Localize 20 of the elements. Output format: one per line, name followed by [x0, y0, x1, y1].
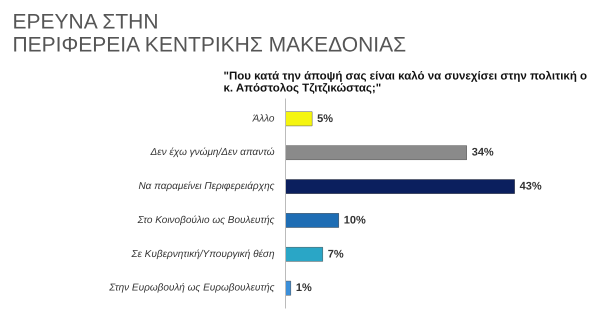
- bar: [286, 145, 467, 160]
- y-tick-label: Δεν έχω γνώμη/Δεν απαντώ: [150, 147, 275, 158]
- bar: [286, 179, 515, 194]
- data-label: 43%: [520, 180, 542, 193]
- bar: [286, 111, 312, 126]
- chart-subtitle: "Που κατά την άποψή σας είναι καλό να συνεχίσει στην πολιτική ο κ. Απόστολος Τζιτζικώστας;": [224, 70, 588, 94]
- y-tick-label: Στο Κοινοβούλιο ως Βουλευτής: [136, 214, 275, 226]
- data-label: 1%: [296, 282, 312, 294]
- data-label: 7%: [328, 248, 344, 260]
- bar: [286, 246, 324, 262]
- chart-title: ΕΡΕΥΝΑ ΣΤΗΝ ΠΕΡΙΦΕΡΕΙΑ ΚΕΝΤΡΙΚΗΣ ΜΑΚΕΔΟΝΙΑΣ: [12, 10, 406, 56]
- bar: [286, 213, 340, 228]
- data-label: 34%: [472, 146, 494, 159]
- y-tick-label: Στην Ευρωβουλή ως Ευρωβουλευτής: [108, 282, 275, 294]
- bar: [286, 280, 292, 296]
- y-tick-label: Σε Κυβερνητική/Υπουργική θέση: [130, 248, 275, 260]
- y-tick-label: Να παραμείνει Περιφερειάρχης: [138, 181, 275, 192]
- data-label: 5%: [317, 112, 334, 125]
- y-tick-label: Άλλο: [252, 113, 275, 124]
- data-label: 10%: [344, 214, 366, 226]
